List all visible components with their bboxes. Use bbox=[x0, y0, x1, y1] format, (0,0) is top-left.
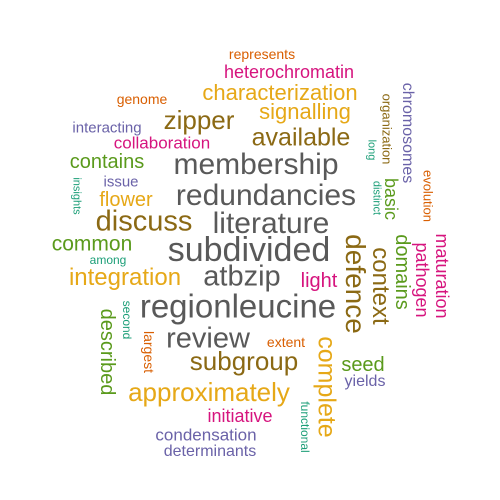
word-redundancies: redundancies bbox=[175, 179, 357, 212]
word-pathogen: pathogen bbox=[412, 242, 432, 318]
word-largest: largest bbox=[141, 330, 157, 374]
word-second: second bbox=[120, 300, 134, 340]
word-signalling: signalling bbox=[259, 99, 351, 124]
word-initiative: initiative bbox=[207, 406, 273, 426]
word-issue: issue bbox=[103, 173, 139, 191]
word-genome: genome bbox=[116, 91, 168, 107]
word-discuss: discuss bbox=[95, 205, 193, 238]
word-contains: contains bbox=[69, 151, 145, 173]
word-yields: yields bbox=[344, 373, 386, 390]
word-atbzip: atbzip bbox=[203, 260, 281, 293]
word-described: described bbox=[96, 308, 118, 396]
word-characterization: characterization bbox=[202, 80, 358, 105]
word-approximately: approximately bbox=[128, 377, 290, 407]
word-distinct: distinct bbox=[370, 180, 383, 216]
word-long: long bbox=[365, 139, 378, 161]
word-extent: extent bbox=[266, 334, 306, 350]
word-functional: functional bbox=[298, 401, 312, 453]
word-context: context bbox=[367, 247, 394, 325]
word-subdivided: subdivided bbox=[167, 231, 331, 269]
word-among: among bbox=[89, 253, 127, 267]
word-common: common bbox=[51, 232, 133, 256]
word-maturation: maturation bbox=[432, 233, 452, 319]
word-represents: represents bbox=[228, 46, 296, 62]
word-defence: defence bbox=[340, 234, 371, 334]
word-organization: organization bbox=[379, 93, 395, 165]
word-subgroup: subgroup bbox=[189, 346, 299, 376]
word-review: review bbox=[166, 322, 250, 355]
word-condensation: condensation bbox=[155, 425, 257, 445]
word-chromosomes: chromosomes bbox=[399, 82, 416, 184]
word-interacting: interacting bbox=[72, 119, 142, 137]
word-domains: domains bbox=[391, 234, 413, 310]
word-flower: flower bbox=[99, 189, 153, 211]
word-collaboration: collaboration bbox=[113, 133, 211, 153]
word-light: light bbox=[300, 270, 338, 292]
word-available: available bbox=[251, 123, 351, 152]
word-zipper: zipper bbox=[163, 105, 235, 135]
word-insights: insights bbox=[70, 177, 83, 215]
word-determinants: determinants bbox=[163, 443, 257, 460]
word-literature: literature bbox=[212, 207, 330, 240]
word-complete: complete bbox=[312, 336, 341, 438]
word-seed: seed bbox=[341, 354, 385, 376]
word-heterochromatin: heterochromatin bbox=[223, 62, 355, 82]
word-basic: basic bbox=[381, 177, 401, 221]
word-regionleucine: regionleucine bbox=[139, 287, 337, 325]
word-membership: membership bbox=[173, 148, 339, 181]
word-integration: integration bbox=[68, 264, 182, 291]
word-evolution: evolution bbox=[420, 169, 436, 223]
